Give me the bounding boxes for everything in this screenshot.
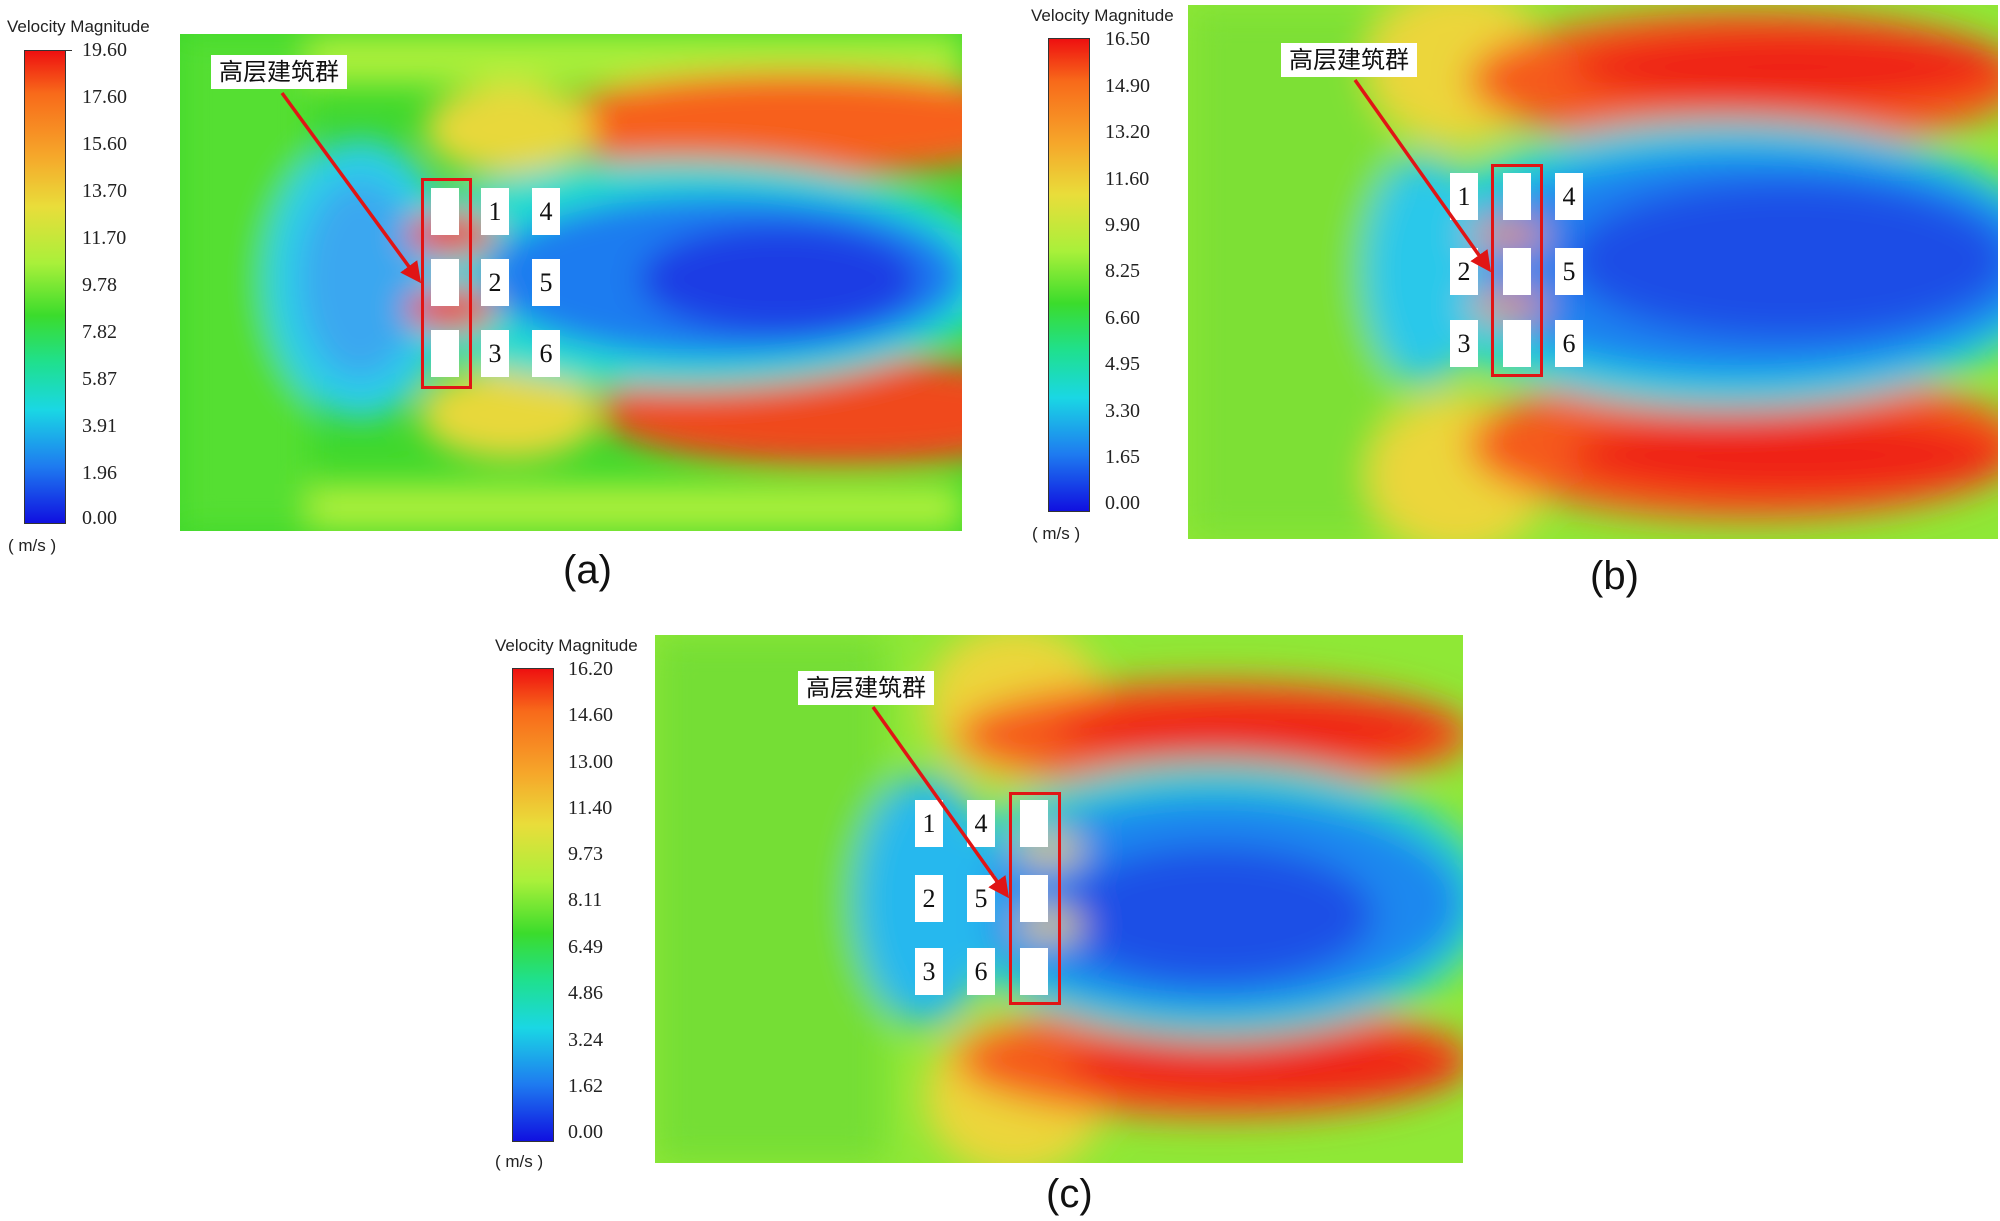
legend-title: Velocity Magnitude (1031, 6, 1174, 25)
tick-label: 16.50 (1105, 28, 1150, 50)
building-block (431, 259, 459, 306)
tick-label: 14.90 (1105, 75, 1150, 97)
tick-label: 8.25 (1105, 260, 1140, 282)
highlight-box (421, 178, 472, 389)
velocity-contour-field (1188, 5, 1998, 539)
building-block: 6 (1555, 320, 1583, 367)
building-block: 4 (532, 188, 560, 235)
building-block: 2 (481, 259, 509, 306)
tick-label: 11.70 (82, 227, 127, 249)
building-block: 5 (1555, 248, 1583, 295)
building-block: 5 (532, 259, 560, 306)
annotation-label: 高层建筑群 (798, 671, 934, 705)
building-block: 4 (967, 800, 995, 847)
building-block: 6 (532, 330, 560, 377)
legend-title: Velocity Magnitude (495, 636, 638, 655)
tick-label: 9.90 (1105, 214, 1140, 236)
tick-label: 0.00 (1105, 492, 1140, 514)
unit-label: ( m/s ) (1032, 524, 1081, 543)
tick-label: 9.78 (82, 274, 117, 296)
building-block: 2 (1450, 248, 1478, 295)
building-block: 3 (1450, 320, 1478, 367)
tick-label: 13.00 (568, 751, 613, 773)
building-block (1503, 173, 1531, 220)
tick-label: 1.62 (568, 1075, 603, 1097)
building-block (1020, 800, 1048, 847)
building-block (1503, 320, 1531, 367)
building-block: 4 (1555, 173, 1583, 220)
tick-label: 1.65 (1105, 446, 1140, 468)
tick-label: 14.60 (568, 704, 613, 726)
panel-caption: (c) (1046, 1172, 1093, 1216)
highlight-box (1491, 164, 1543, 377)
annotation-label: 高层建筑群 (211, 55, 347, 89)
building-block (1503, 248, 1531, 295)
tick-label: 13.70 (82, 180, 127, 202)
color-scale-bar (24, 50, 66, 524)
tick-label: 8.11 (568, 889, 603, 911)
tick-label: 0.00 (82, 507, 117, 529)
tick-label: 6.60 (1105, 307, 1140, 329)
tick-label: 11.60 (1105, 168, 1150, 190)
velocity-contour-field (180, 34, 962, 531)
color-scale-bar (512, 668, 554, 1142)
tick-label: 4.95 (1105, 353, 1140, 375)
tick-label: 13.20 (1105, 121, 1150, 143)
building-block (1020, 948, 1048, 995)
tick-label: 5.87 (82, 368, 117, 390)
tick-label: 17.60 (82, 86, 127, 108)
color-scale-bar (1048, 38, 1090, 512)
tick-label: 15.60 (82, 133, 127, 155)
building-block: 3 (481, 330, 509, 377)
tick-label: 11.40 (568, 797, 613, 819)
building-block: 2 (915, 875, 943, 922)
building-block: 1 (481, 188, 509, 235)
tick-label: 1.96 (82, 462, 117, 484)
unit-label: ( m/s ) (8, 536, 57, 555)
tick-label: 3.91 (82, 415, 117, 437)
unit-label: ( m/s ) (495, 1152, 544, 1171)
building-block (431, 330, 459, 377)
tick-label: 0.00 (568, 1121, 603, 1143)
building-block: 5 (967, 875, 995, 922)
highlight-box (1009, 792, 1061, 1005)
building-block: 6 (967, 948, 995, 995)
panel-caption: (a) (563, 548, 612, 592)
tick-label: 19.60 (82, 39, 127, 61)
tick-label: 16.20 (568, 658, 613, 680)
tick-label: 3.30 (1105, 400, 1140, 422)
building-block (431, 188, 459, 235)
panel-caption: (b) (1590, 554, 1639, 598)
building-block (1020, 875, 1048, 922)
tick-label: 4.86 (568, 982, 603, 1004)
tick-label: 6.49 (568, 936, 603, 958)
legend-title: Velocity Magnitude (7, 17, 150, 36)
tick-label: 7.82 (82, 321, 117, 343)
building-block: 1 (1450, 173, 1478, 220)
annotation-label: 高层建筑群 (1281, 43, 1417, 77)
building-block: 3 (915, 948, 943, 995)
building-block: 1 (915, 800, 943, 847)
tick-label: 9.73 (568, 843, 603, 865)
tick-label: 3.24 (568, 1029, 603, 1051)
